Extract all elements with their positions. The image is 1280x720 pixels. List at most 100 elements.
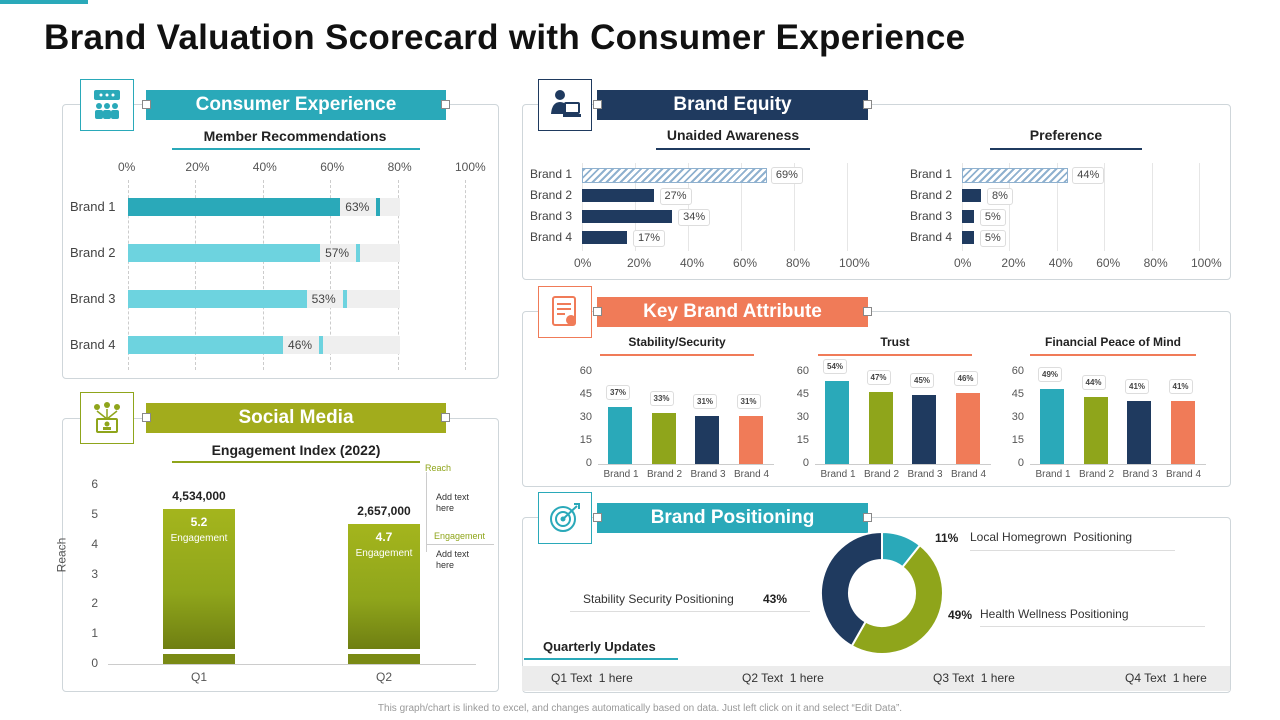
reach-label: 2,657,000: [357, 503, 411, 518]
x-tick-label: 100%: [1191, 256, 1222, 270]
consumer-experience-title: Consumer Experience: [195, 94, 397, 115]
x-tick-label: 60%: [1096, 256, 1121, 270]
slice-label-local: Local Homegrown Positioning: [970, 530, 1133, 544]
value-label: 33%: [649, 391, 674, 407]
bar: [962, 210, 974, 223]
category-label: Brand 2: [863, 469, 900, 480]
brand-equity-title: Brand Equity: [673, 94, 792, 115]
category-label: Brand 1: [530, 167, 573, 181]
y-tick-label: 6: [91, 477, 98, 491]
engagement-index-title: Engagement Index (2022): [211, 442, 381, 458]
y-tick-label: 0: [1017, 457, 1024, 469]
consumer-experience-banner: Consumer Experience: [142, 90, 450, 120]
category-label: Brand 1: [910, 167, 953, 181]
gridline: [330, 180, 332, 370]
x-tick-label: 40%: [1048, 256, 1073, 270]
page-title: Brand Valuation Scorecard with Consumer …: [44, 18, 966, 57]
category-label: Brand 2: [70, 245, 116, 260]
certificate-icon: [552, 296, 576, 326]
axis-line: [108, 664, 476, 665]
bar-marker: [342, 290, 347, 308]
value-label: 41%: [1168, 379, 1193, 395]
legend-reach-text: Add text here: [436, 492, 470, 513]
bar: [825, 381, 849, 464]
key-brand-attribute-icon-box: [538, 286, 592, 338]
category-label: Brand 2: [1078, 469, 1115, 480]
value-label: 17%: [633, 230, 666, 247]
y-tick-label: 15: [796, 434, 809, 446]
value-label: 31%: [693, 394, 718, 410]
bar-marker: [319, 336, 324, 354]
x-tick-label: Q2: [376, 670, 393, 684]
bar: [962, 231, 974, 244]
key-brand-attribute-title: Key Brand Attribute: [643, 301, 822, 322]
bar: [651, 413, 676, 464]
y-tick-label: 60: [796, 365, 809, 377]
quarterly-updates-strip: [522, 666, 1230, 691]
value-label: 47%: [866, 369, 891, 385]
gridline: [1151, 163, 1153, 251]
value-label: 31%: [736, 394, 761, 410]
gridline: [847, 163, 848, 251]
bar: [128, 244, 321, 262]
target-icon: [550, 503, 580, 532]
category-label: Brand 4: [70, 337, 116, 352]
stability-security-title: Stability/Security: [628, 335, 726, 349]
y-tick-label: 60: [1011, 365, 1024, 377]
value-label: 27%: [659, 188, 692, 205]
slice-label-health: Health Wellness Positioning: [980, 607, 1129, 621]
x-tick-label: 0%: [118, 160, 136, 174]
category-label: Brand 4: [530, 230, 573, 244]
category-label: Brand 4: [910, 230, 953, 244]
legend-bracket: [426, 472, 427, 552]
category-label: Brand 2: [646, 469, 683, 480]
axis-line: [815, 464, 991, 465]
bar: [955, 393, 980, 464]
category-label: Brand 3: [1122, 469, 1158, 480]
axis-line: [598, 464, 774, 465]
trust-title: Trust: [880, 335, 910, 349]
category-label: Brand 4: [1165, 469, 1202, 480]
brand-positioning-panel: [522, 517, 1231, 693]
value-label: 5.2: [190, 514, 208, 529]
bar-base: [163, 654, 235, 664]
axis-line: [1030, 464, 1206, 465]
value-label: 34%: [678, 209, 711, 226]
top-accent-bar: [0, 0, 88, 4]
unaided-awareness-title: Unaided Awareness: [666, 127, 800, 143]
donut-slice-2: [850, 543, 944, 655]
value-label: 54%: [823, 359, 848, 375]
category-label: Brand 2: [530, 188, 573, 202]
footer-note: This graph/chart is linked to excel, and…: [377, 703, 903, 714]
category-label: Brand 1: [603, 469, 639, 480]
category-label: Brand 1: [1035, 469, 1071, 480]
value-label: 53%: [311, 292, 336, 306]
x-tick-label: 40%: [252, 160, 277, 174]
value-label: 8%: [986, 188, 1013, 205]
gridline: [688, 163, 689, 251]
gridline: [794, 163, 795, 251]
legend-engagement-text: Add text here: [436, 549, 470, 570]
slice-arrow-local: [970, 550, 1175, 551]
value-label: 5%: [979, 209, 1006, 226]
social-media-banner: Social Media: [142, 403, 450, 433]
quarterly-updates-underline: [524, 658, 678, 660]
y-tick-label: 30: [579, 411, 592, 423]
x-tick-label: 0%: [954, 256, 972, 270]
y-tick-label: 0: [802, 457, 809, 469]
bar-sublabel: Engagement: [170, 532, 228, 544]
value-label: 44%: [1081, 374, 1106, 390]
y-tick-label: 2: [91, 596, 98, 611]
value-label: 41%: [1125, 379, 1150, 395]
value-label: 49%: [1038, 366, 1063, 382]
stability-security-underline: [600, 354, 754, 356]
bar: [1083, 396, 1108, 464]
value-label: 44%: [1072, 167, 1105, 184]
category-label: Brand 3: [690, 469, 726, 480]
value-label: 63%: [345, 200, 370, 214]
bar-sublabel: Engagement: [355, 547, 413, 559]
bar: [128, 198, 341, 216]
consumer-experience-icon-box: [80, 79, 134, 131]
bar: [1127, 401, 1151, 464]
gridline: [128, 180, 129, 370]
